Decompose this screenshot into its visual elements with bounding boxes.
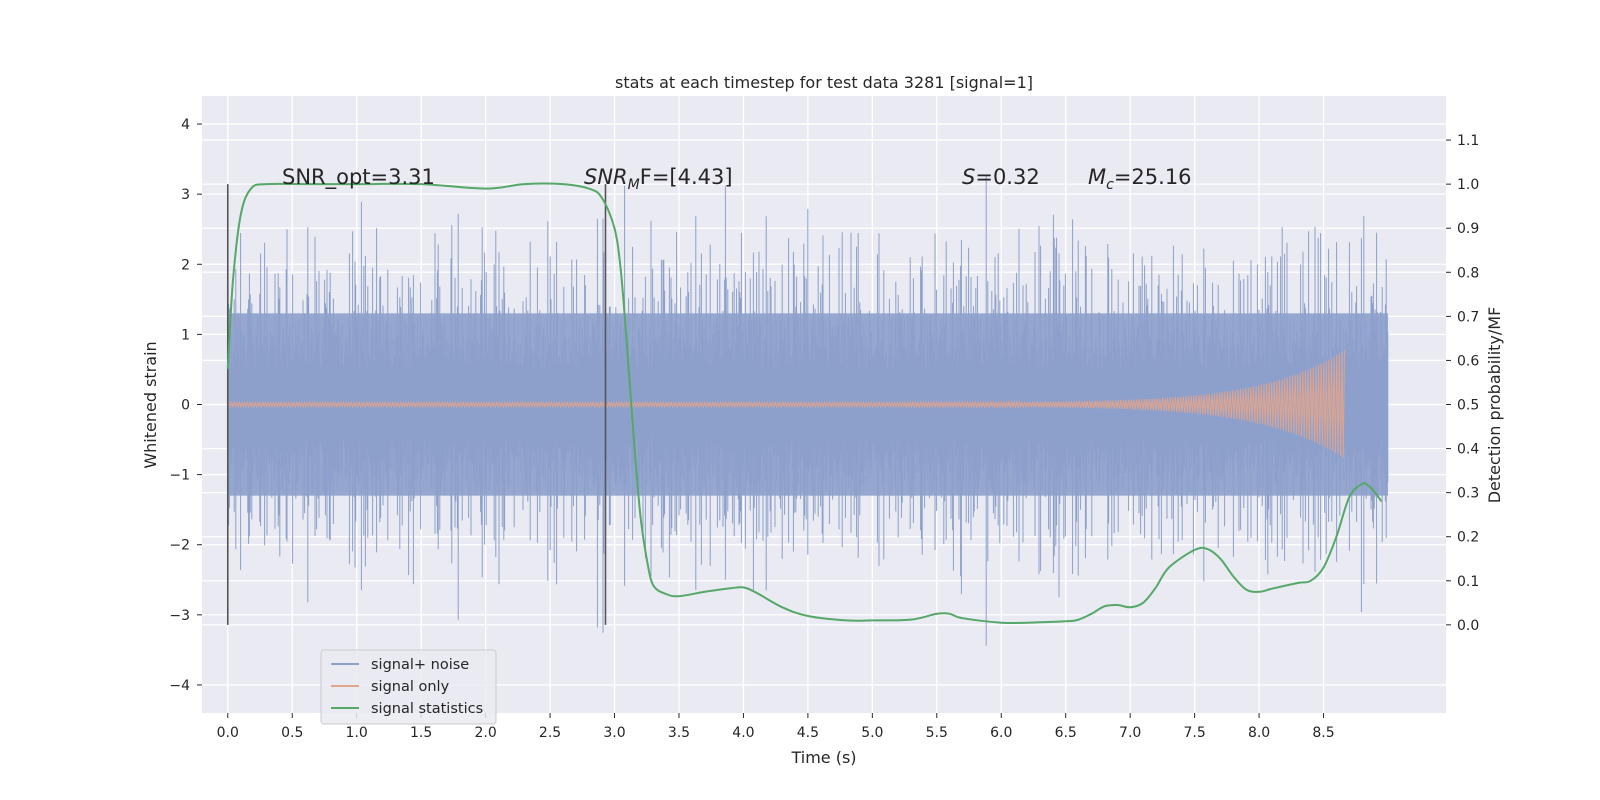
x-tick-11: 5.5 (926, 725, 948, 741)
x-tick-1: 0.5 (281, 725, 303, 741)
yr-tick-10: 0.1 (1457, 574, 1479, 590)
s-val: =0.32 (975, 165, 1039, 189)
yl-tick-2: 2 (181, 257, 190, 273)
yl-tick-5: −1 (169, 468, 190, 484)
stats-line (226, 182, 1383, 625)
y-axis-label-left: Whitened strain (141, 341, 160, 468)
x-tick-9: 4.5 (797, 725, 819, 741)
x-tick-10: 5.0 (861, 725, 883, 741)
signal-line (227, 350, 1345, 458)
snr-mf-suffix: F=[4.43] (640, 165, 733, 189)
x-tick-labels: 0.0 0.5 1.0 1.5 2.0 2.5 3.0 3.5 4.0 4.5 5.0 5.5 6.0 6… (217, 713, 1335, 741)
yr-tick-11: 0.0 (1457, 618, 1479, 634)
yr-tick-9: 0.2 (1457, 530, 1479, 546)
annotation-s: S=0.32 (962, 165, 1040, 189)
yr-tick-5: 0.6 (1457, 353, 1479, 369)
yr-tick-4: 0.7 (1457, 309, 1479, 325)
signal-series (227, 350, 1345, 458)
x-tick-5: 2.5 (539, 725, 561, 741)
yr-tick-7: 0.4 (1457, 442, 1479, 458)
chart-title: stats at each timestep for test data 328… (615, 73, 1033, 92)
annotation-mc: Mc=25.16 (1088, 165, 1192, 193)
mc-sub: c (1106, 177, 1114, 193)
mc-val: =25.16 (1114, 165, 1192, 189)
x-tick-6: 3.0 (603, 725, 625, 741)
vertical-lines (226, 184, 607, 625)
yr-tick-1: 1.0 (1457, 177, 1479, 193)
stats-series (226, 182, 1383, 625)
annotation-snr-mf: SNRMF=[4.43] (584, 165, 733, 193)
x-tick-13: 6.5 (1055, 725, 1077, 741)
x-tick-0: 0.0 (217, 725, 239, 741)
legend-label-noise: signal+ noise (371, 657, 469, 673)
x-tick-3: 1.5 (410, 725, 432, 741)
legend-label-signal: signal only (371, 679, 450, 695)
snr-mf-sub: M (628, 177, 640, 193)
y-left-tick-labels: 4 3 2 1 0 −1 −2 −3 −4 (169, 117, 202, 694)
y-axis-label-right: Detection probability/MF (1485, 307, 1504, 504)
yl-tick-6: −2 (169, 538, 190, 554)
x-tick-16: 8.0 (1248, 725, 1270, 741)
yr-tick-2: 0.9 (1457, 221, 1479, 237)
legend-box (320, 649, 497, 725)
x-tick-8: 4.0 (732, 725, 754, 741)
mc-var: M (1088, 165, 1106, 189)
legend: signal+ noise signal only signal statist… (320, 649, 497, 725)
yr-tick-0: 1.1 (1457, 133, 1479, 149)
s-var: S (962, 165, 975, 189)
x-tick-7: 3.5 (668, 725, 690, 741)
yl-tick-0: 4 (181, 117, 190, 133)
x-tick-2: 1.0 (346, 725, 368, 741)
snr-mf-prefix: SNR (584, 165, 628, 189)
x-tick-15: 7.5 (1183, 725, 1205, 741)
yr-tick-8: 0.3 (1457, 486, 1479, 502)
x-axis-label: Time (s) (790, 748, 856, 767)
x-tick-4: 2.0 (474, 725, 496, 741)
x-tick-17: 8.5 (1312, 725, 1334, 741)
yl-tick-3: 1 (181, 327, 190, 343)
annotation-snr-opt: SNR_opt=3.31 (282, 165, 435, 190)
yr-tick-6: 0.5 (1457, 398, 1479, 414)
x-tick-12: 6.0 (990, 725, 1012, 741)
yl-tick-1: 3 (181, 187, 190, 203)
yl-tick-8: −4 (169, 678, 190, 694)
legend-label-stats: signal statistics (371, 701, 483, 717)
y-right-tick-labels: 1.1 1.0 0.9 0.8 0.7 0.6 0.5 0.4 0.3 0.2 0.1 0.0 (1446, 133, 1479, 634)
yr-tick-3: 0.8 (1457, 265, 1479, 281)
x-tick-14: 7.0 (1119, 725, 1141, 741)
yl-tick-4: 0 (181, 398, 190, 414)
yl-tick-7: −3 (169, 608, 190, 624)
